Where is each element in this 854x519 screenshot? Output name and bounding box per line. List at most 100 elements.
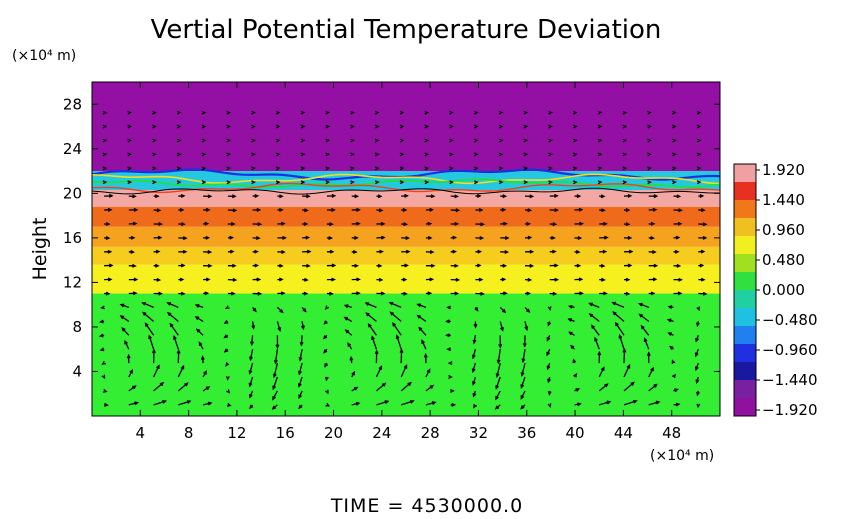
velocity-vector-287: [425, 384, 435, 392]
velocity-vector-277: [401, 222, 408, 227]
velocity-vector-84: [176, 152, 182, 157]
velocity-vector-96: [203, 291, 210, 296]
velocity-vector-200: [324, 376, 329, 382]
velocity-vector-88: [202, 401, 213, 406]
velocity-vector-137: [249, 335, 254, 347]
velocity-vector-432: [574, 207, 584, 212]
velocity-vector-2: [101, 374, 106, 380]
velocity-vector-173: [275, 138, 281, 143]
velocity-vector-525: [672, 138, 677, 143]
velocity-vector-267: [399, 348, 404, 364]
velocity-vector-316: [450, 291, 460, 296]
velocity-vector-491: [638, 302, 649, 309]
velocity-vector-372: [498, 124, 504, 129]
velocity-vector-204: [323, 320, 328, 325]
velocity-vector-80: [178, 208, 185, 212]
velocity-vector-366: [500, 207, 507, 212]
velocity-vector-264: [401, 399, 415, 406]
velocity-vector-72: [166, 311, 179, 322]
velocity-vector-8: [104, 291, 111, 296]
velocity-vector-116: [223, 320, 229, 324]
velocity-vector-441: [598, 383, 609, 392]
velocity-vector-295: [425, 277, 435, 282]
velocity-vector-210: [326, 236, 333, 240]
velocity-vector-158: [273, 349, 279, 365]
velocity-vector-546: [696, 152, 702, 157]
velocity-vector-344: [475, 208, 484, 212]
velocity-vector-272: [401, 291, 408, 296]
velocity-vector-34: [128, 235, 136, 240]
velocity-vector-142: [252, 263, 260, 268]
velocity-vector-27: [121, 327, 130, 336]
velocity-vector-409: [549, 222, 558, 227]
velocity-vector-425: [567, 304, 575, 309]
velocity-vector-7: [100, 305, 105, 310]
x-tick-label-48: 48: [662, 424, 681, 442]
velocity-vector-5: [98, 333, 105, 338]
velocity-vector-86: [176, 124, 182, 129]
velocity-vector-81: [178, 193, 186, 198]
velocity-vector-314: [445, 319, 451, 324]
velocity-vector-288: [425, 368, 431, 378]
velocity-vector-107: [201, 138, 207, 143]
velocity-vector-540: [698, 235, 708, 240]
velocity-vector-248: [365, 312, 377, 322]
velocity-vector-353: [495, 390, 501, 401]
velocity-vector-452: [599, 235, 609, 240]
velocity-vector-526: [672, 124, 677, 129]
contour-line-4: [92, 187, 720, 195]
velocity-vector-75: [178, 277, 185, 282]
velocity-vector-329: [449, 110, 454, 115]
velocity-vector-52: [153, 291, 163, 296]
velocity-vector-336: [473, 321, 478, 329]
plot-frame: [91, 81, 721, 417]
velocity-vector-66: [178, 400, 192, 406]
velocity-vector-180: [298, 349, 303, 362]
x-tick-label-4: 4: [136, 424, 146, 442]
velocity-vector-430: [574, 236, 583, 240]
velocity-vector-217: [325, 138, 331, 143]
velocity-vector-392: [523, 152, 529, 157]
velocity-vector-505: [647, 110, 652, 115]
colorbar-label-7: −1.440: [762, 371, 818, 389]
velocity-vector-541: [698, 222, 708, 227]
velocity-vector-141: [252, 277, 262, 282]
velocity-vector-420: [573, 372, 578, 378]
velocity-vector-358: [499, 321, 504, 332]
velocity-vector-323: [450, 194, 459, 199]
colorbar-swatch-5: [734, 254, 756, 273]
velocity-vector-28: [119, 315, 130, 322]
velocity-vector-485: [648, 383, 658, 392]
velocity-vector-252: [376, 263, 383, 268]
velocity-vector-159: [275, 335, 280, 350]
velocity-vector-169: [277, 194, 284, 199]
velocity-vector-340: [475, 263, 482, 268]
velocity-vector-339: [475, 277, 484, 282]
velocity-vector-506: [673, 402, 681, 407]
velocity-vector-408: [549, 235, 556, 240]
velocity-vector-527: [672, 110, 677, 115]
velocity-vector-125: [227, 194, 237, 199]
velocity-vector-390: [523, 180, 529, 185]
velocity-vector-382: [524, 291, 531, 296]
velocity-vector-242: [376, 400, 390, 406]
velocity-vector-261: [374, 138, 380, 143]
velocity-vector-534: [695, 321, 700, 328]
velocity-vector-447: [588, 302, 600, 309]
velocity-vector-130: [226, 124, 232, 129]
velocity-vector-509: [671, 359, 676, 364]
velocity-vector-404: [549, 291, 558, 296]
velocity-vector-281: [399, 166, 405, 171]
velocity-vector-320: [450, 235, 458, 240]
velocity-vector-299: [425, 221, 433, 226]
velocity-vector-332: [472, 376, 477, 386]
velocity-vector-363: [500, 250, 510, 254]
colorbar-label-2: 0.960: [762, 221, 805, 239]
velocity-vector-269: [392, 322, 402, 336]
velocity-vector-456: [597, 180, 603, 185]
velocity-vector-479: [622, 166, 628, 171]
velocity-vector-293: [416, 303, 427, 309]
heatmap-band-5: [92, 189, 720, 207]
velocity-vector-94: [194, 316, 204, 322]
